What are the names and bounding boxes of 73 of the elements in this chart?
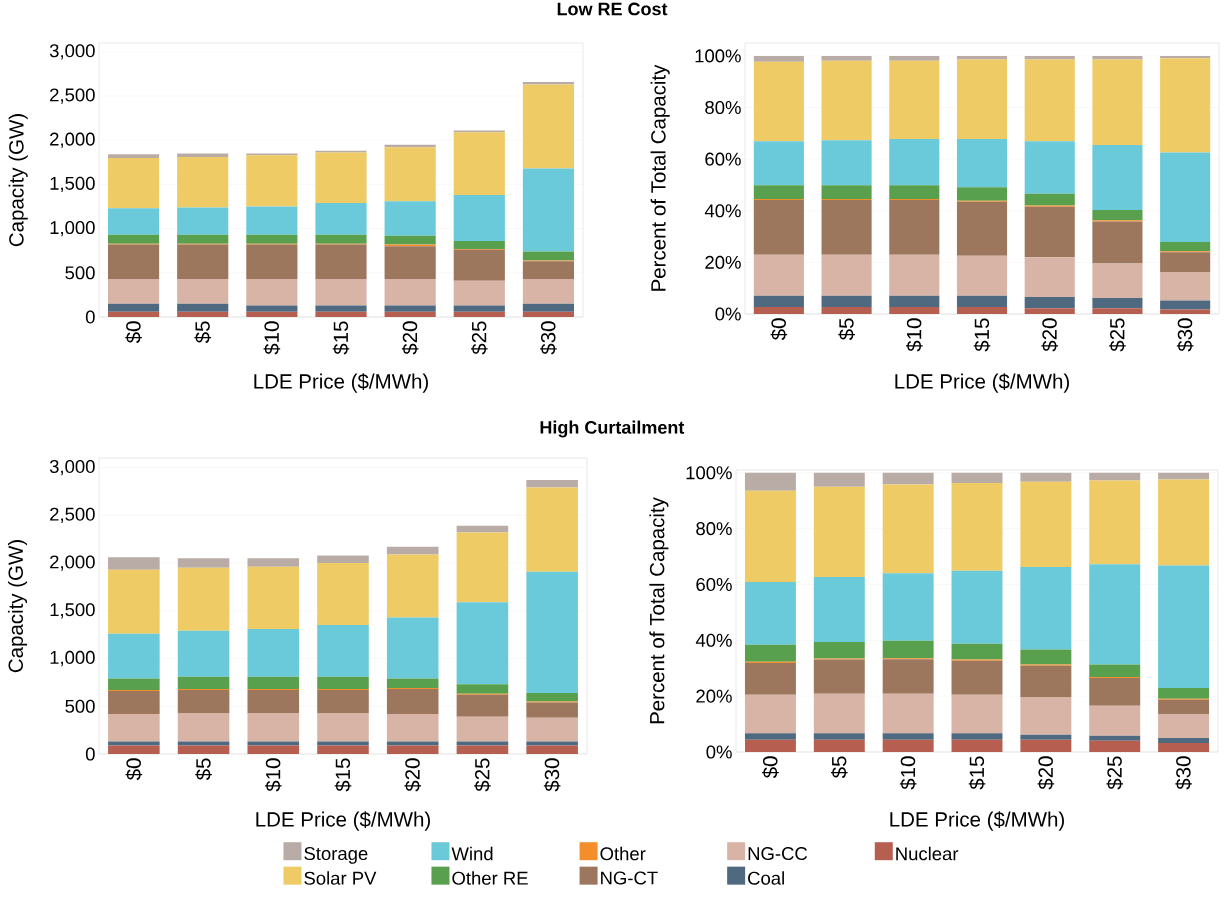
x-tick-label: $25: [1109, 318, 1126, 352]
legend-label: Storage: [304, 846, 368, 864]
y-tick-label: 60%: [696, 577, 732, 592]
x-tick-label: $10: [899, 756, 917, 790]
x-tick-label: $5: [194, 321, 212, 344]
x-tick-label: $20: [1037, 756, 1055, 790]
x-tick-label: $0: [762, 756, 779, 779]
x-tick-label: $30: [1175, 756, 1192, 790]
y-tick-label: 3,000: [49, 459, 95, 476]
y-tick-label: 80%: [696, 522, 732, 536]
x-tick-label: $5: [195, 758, 212, 781]
x-tick-label: $5: [831, 756, 848, 779]
y-tick-label: 2,000: [50, 555, 95, 571]
x-axis-title: LDE Price ($/MWh): [254, 373, 428, 393]
y-tick-label: 0%: [706, 745, 732, 759]
x-tick-label: $10: [263, 321, 281, 355]
chart-title: Low RE Cost: [557, 2, 668, 16]
y-tick-label: 100%: [686, 466, 732, 480]
legend-label: Nuclear: [896, 846, 959, 861]
x-tick-label: $30: [540, 321, 557, 355]
y-tick-label: 20%: [705, 255, 741, 269]
legend-label: Wind: [451, 846, 493, 861]
x-tick-label: $15: [332, 321, 350, 355]
x-tick-label: $10: [906, 318, 923, 352]
x-tick-label: $20: [1041, 318, 1059, 352]
legend-label: NG-CC: [748, 846, 808, 861]
y-tick-label: 80%: [705, 100, 741, 115]
y-tick-label: 2,500: [50, 88, 95, 104]
legend-label: Coal: [748, 871, 784, 885]
y-axis-title: Percent of Total Capacity: [649, 497, 669, 724]
x-tick-label: $25: [471, 321, 488, 355]
x-tick-label: $0: [125, 321, 142, 344]
y-tick-label: 500: [65, 266, 95, 280]
x-tick-label: $0: [770, 318, 788, 341]
y-tick-label: 40%: [695, 633, 732, 647]
x-tick-label: $30: [1176, 318, 1194, 352]
y-axis-title: Capacity (GW): [8, 114, 28, 247]
x-tick-label: $5: [838, 318, 855, 341]
legend-label: Other RE: [452, 871, 528, 885]
y-tick-label: 2,000: [50, 132, 95, 148]
y-tick-label: 2,500: [50, 507, 95, 523]
y-tick-label: 3,000: [49, 44, 95, 60]
y-tick-label: 20%: [696, 689, 732, 703]
x-tick-label: $30: [543, 758, 561, 792]
x-tick-label: $15: [968, 756, 986, 790]
x-tick-label: $15: [973, 318, 991, 352]
y-tick-label: 1,500: [50, 603, 95, 619]
legend-label: NG-CT: [601, 871, 658, 885]
x-tick-label: $20: [404, 758, 422, 792]
x-tick-label: $20: [401, 321, 419, 355]
x-axis-title: LDE Price ($/MWh): [890, 811, 1064, 831]
chart-title: High Curtailment: [540, 420, 685, 438]
y-axis-title: Percent of Total Capacity: [650, 64, 670, 291]
y-axis-title: Capacity (GW): [7, 540, 28, 673]
y-tick-label: 0%: [715, 307, 741, 321]
x-tick-label: $25: [474, 758, 491, 792]
y-tick-label: 1,000: [50, 220, 95, 237]
x-tick-label: $15: [334, 758, 352, 792]
y-tick-label: 100%: [695, 49, 741, 63]
y-tick-label: 0: [85, 747, 95, 761]
y-tick-label: 1,500: [50, 176, 95, 193]
y-tick-label: 0: [85, 310, 95, 324]
y-tick-label: 1,000: [50, 650, 95, 667]
legend-label: Other: [600, 846, 646, 861]
y-tick-label: 60%: [705, 152, 741, 166]
x-tick-label: $25: [1106, 756, 1124, 790]
y-tick-label: 40%: [704, 204, 741, 218]
x-axis-title: LDE Price ($/MWh): [256, 811, 430, 831]
x-axis-title: LDE Price ($/MWh): [895, 373, 1069, 393]
legend-label: Solar PV: [304, 871, 377, 885]
x-tick-label: $10: [265, 758, 282, 792]
y-tick-label: 500: [65, 699, 95, 713]
x-tick-label: $0: [125, 758, 143, 781]
